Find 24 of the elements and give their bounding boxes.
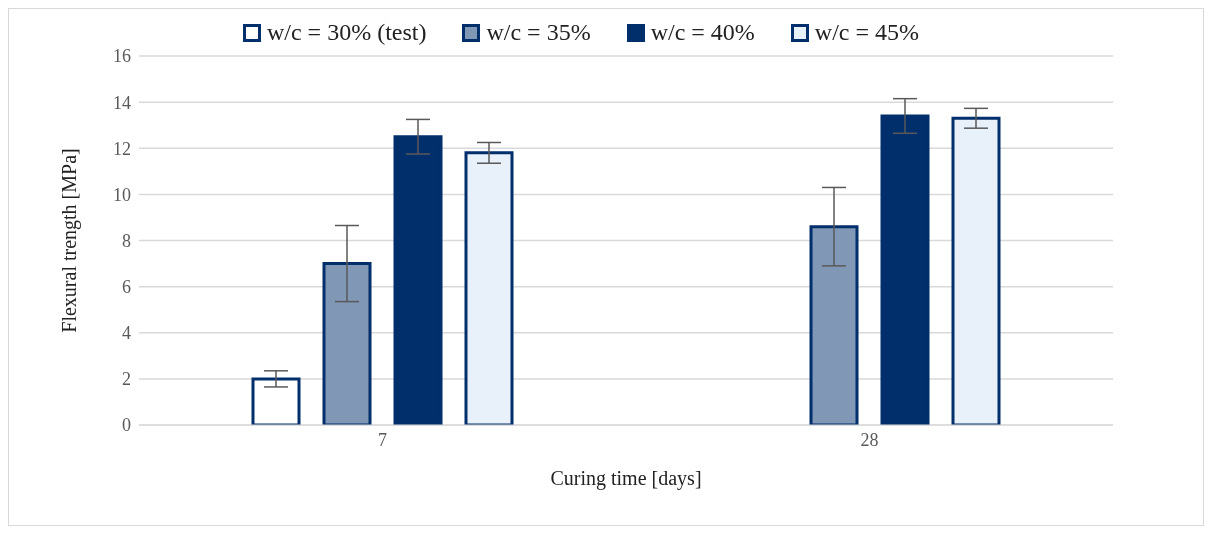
y-tick-label: 16 <box>113 46 131 67</box>
y-axis-title: Flexural trength [MPa] <box>58 148 82 333</box>
y-tick-label: 2 <box>122 369 131 390</box>
y-tick-label: 0 <box>122 415 131 436</box>
legend-label: w/c = 40% <box>650 19 755 46</box>
y-tick-label: 10 <box>113 184 131 205</box>
bar <box>464 151 514 425</box>
x-axis-title: Curing time [days] <box>550 467 702 490</box>
x-tick-label: 7 <box>378 429 387 450</box>
bar <box>393 135 443 425</box>
bar <box>951 116 1001 425</box>
y-tick-label: 12 <box>113 138 131 159</box>
y-tick-label: 4 <box>122 323 131 344</box>
y-tick-label: 14 <box>113 92 131 113</box>
y-tick-label: 8 <box>122 230 131 251</box>
bar <box>251 377 301 425</box>
bar <box>809 225 859 425</box>
x-tick-label: 28 <box>860 429 879 450</box>
legend-label: w/c = 30% (test) <box>266 19 427 46</box>
bar <box>880 114 930 425</box>
legend-label: w/c = 35% <box>486 19 591 46</box>
y-tick-label: 6 <box>122 277 131 298</box>
bar <box>322 262 372 425</box>
legend-label: w/c = 45% <box>814 19 920 46</box>
